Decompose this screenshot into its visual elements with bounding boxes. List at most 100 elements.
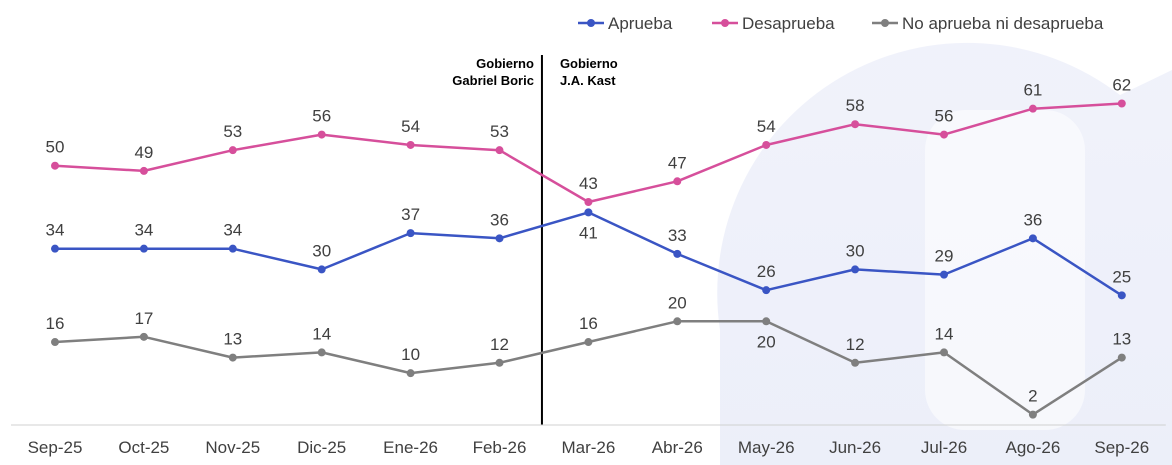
data-label-s2-0: 16 — [46, 314, 65, 333]
data-label-s2-5: 12 — [490, 335, 509, 354]
point-s0-0 — [51, 244, 59, 253]
point-s2-2 — [228, 353, 237, 362]
x-tick-label-sep-26: Sep-26 — [1094, 438, 1149, 457]
data-label-s1-10: 56 — [935, 107, 954, 126]
data-label-s0-1: 34 — [134, 221, 153, 240]
annotation-right-line-0: Gobierno — [560, 56, 618, 71]
point-s1-7 — [673, 177, 682, 186]
point-s2-0 — [51, 338, 59, 347]
point-s1-11 — [1028, 104, 1037, 113]
legend-label-1: Desaprueba — [742, 14, 835, 33]
point-s0-7 — [673, 249, 682, 258]
point-s2-9 — [851, 358, 860, 367]
data-label-s2-10: 14 — [935, 324, 954, 343]
data-label-s2-6: 16 — [579, 314, 598, 333]
point-s0-10 — [940, 270, 948, 279]
point-s1-2 — [228, 146, 237, 155]
annotation-right-line-1: J.A. Kast — [560, 73, 616, 88]
x-tick-label-dic-25: Dic-25 — [297, 438, 346, 457]
data-label-s1-5: 53 — [490, 122, 509, 141]
x-tick-label-jun-26: Jun-26 — [829, 438, 881, 457]
point-s2-10 — [940, 348, 948, 357]
data-label-s1-8: 54 — [757, 117, 776, 136]
data-label-s0-10: 29 — [935, 247, 954, 266]
x-tick-label-sep-25: Sep-25 — [28, 438, 83, 457]
point-s0-8 — [762, 286, 771, 295]
data-label-s2-11: 2 — [1028, 387, 1037, 406]
legend-marker-2 — [881, 19, 889, 27]
data-label-s1-9: 58 — [846, 96, 865, 115]
watermark — [717, 42, 1172, 465]
data-label-s2-7: 20 — [668, 293, 687, 312]
data-label-s1-3: 56 — [312, 107, 331, 126]
x-tick-label-nov-25: Nov-25 — [205, 438, 260, 457]
data-label-s0-4: 37 — [401, 205, 420, 224]
point-s1-3 — [317, 130, 326, 139]
annotation-left-line-1: Gabriel Boric — [452, 73, 534, 88]
data-label-s0-11: 36 — [1023, 210, 1042, 229]
data-label-s1-0: 50 — [46, 138, 65, 157]
legend-label-0: Aprueba — [608, 14, 673, 33]
x-axis-ticks: Sep-25 Oct-25 Nov-25 Dic-25 Ene-26 Feb-26 Mar-… — [28, 438, 1150, 457]
point-s2-7 — [673, 317, 682, 326]
point-s0-2 — [228, 244, 237, 253]
data-label-s2-8: 20 — [757, 332, 776, 351]
data-label-s0-5: 36 — [490, 210, 509, 229]
x-tick-label-jul-26: Jul-26 — [921, 438, 967, 457]
point-s0-4 — [406, 229, 415, 238]
data-label-s1-11: 61 — [1023, 81, 1042, 100]
point-s0-1 — [139, 244, 148, 253]
point-s1-6 — [584, 198, 593, 207]
x-tick-label-ago-26: Ago-26 — [1005, 438, 1060, 457]
point-s1-12 — [1117, 99, 1126, 108]
x-tick-label-ene-26: Ene-26 — [383, 438, 438, 457]
data-label-s2-1: 17 — [134, 309, 153, 328]
data-label-s2-2: 13 — [223, 330, 242, 349]
data-label-s0-7: 33 — [668, 226, 687, 245]
point-s1-4 — [406, 140, 415, 149]
point-s0-3 — [317, 265, 326, 274]
x-tick-label-abr-26: Abr-26 — [652, 438, 703, 457]
point-s1-10 — [940, 130, 948, 139]
x-tick-label-mar-26: Mar-26 — [561, 438, 615, 457]
data-label-s0-8: 26 — [757, 262, 776, 281]
data-label-s0-6: 41 — [579, 223, 598, 242]
point-s1-5 — [495, 146, 504, 155]
point-s2-11 — [1028, 410, 1037, 419]
series-layer — [51, 99, 1126, 419]
point-s1-8 — [762, 140, 771, 149]
data-label-s2-12: 13 — [1112, 330, 1131, 349]
point-s2-6 — [584, 338, 593, 347]
point-s2-4 — [406, 369, 415, 378]
data-label-s2-9: 12 — [846, 335, 865, 354]
legend-label-2: No aprueba ni desaprueba — [902, 14, 1104, 33]
data-label-s1-4: 54 — [401, 117, 420, 136]
point-s0-9 — [851, 265, 860, 274]
point-s1-0 — [51, 161, 59, 170]
point-s2-3 — [317, 348, 326, 357]
point-s2-8 — [762, 317, 771, 326]
legend: Aprueba Desaprueba No aprueba ni desaprueb… — [578, 14, 1104, 33]
point-s2-1 — [139, 332, 148, 341]
point-s0-11 — [1028, 234, 1037, 243]
data-label-s0-12: 25 — [1112, 267, 1131, 286]
data-label-s1-1: 49 — [134, 143, 153, 162]
legend-marker-0 — [587, 19, 595, 27]
data-label-s1-2: 53 — [223, 122, 242, 141]
data-label-s0-3: 30 — [312, 241, 331, 260]
point-s2-12 — [1117, 353, 1126, 362]
data-label-s1-6: 43 — [579, 174, 598, 193]
data-label-s1-12: 62 — [1112, 75, 1131, 94]
point-s1-1 — [139, 166, 148, 175]
data-label-s0-9: 30 — [846, 241, 865, 260]
x-tick-label-oct-25: Oct-25 — [118, 438, 169, 457]
period-annotations: Gobierno Gabriel Boric Gobierno J.A. Kast — [452, 56, 617, 88]
point-s2-5 — [495, 358, 504, 367]
x-tick-label-may-26: May-26 — [738, 438, 795, 457]
data-label-s0-2: 34 — [223, 221, 242, 240]
point-s0-5 — [495, 234, 504, 243]
data-label-s2-4: 10 — [401, 345, 420, 364]
x-tick-label-feb-26: Feb-26 — [473, 438, 527, 457]
point-s1-9 — [851, 120, 860, 129]
